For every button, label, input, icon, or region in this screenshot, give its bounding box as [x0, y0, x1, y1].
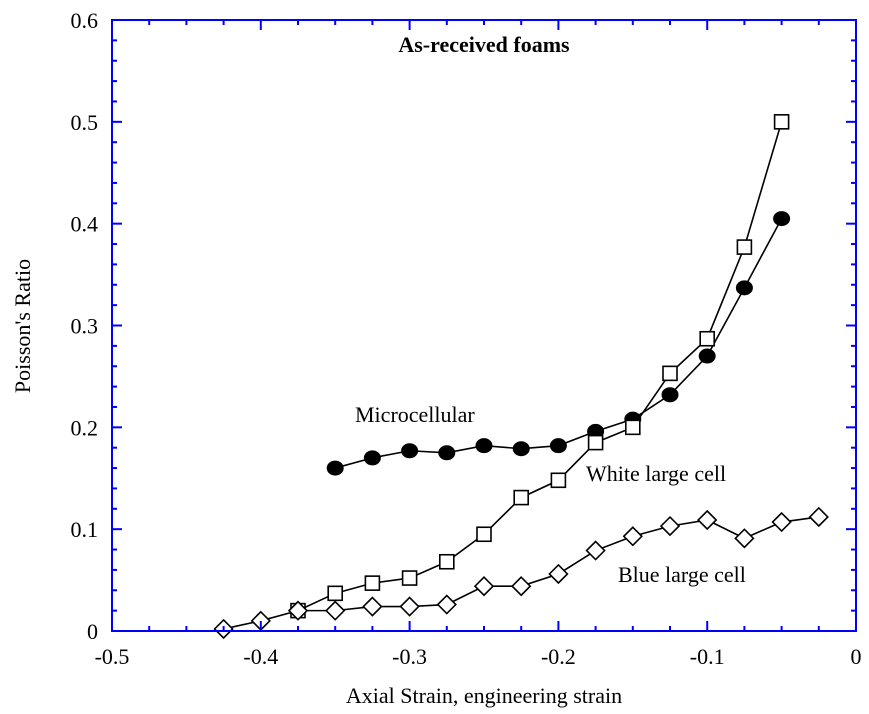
y-axis-label: Poisson's Ratio [10, 259, 35, 393]
y-tick-label: 0.3 [71, 314, 99, 339]
data-point-white-large-cell [476, 526, 492, 543]
data-point-blue-large-cell [362, 596, 383, 617]
data-point-white-large-cell [550, 472, 567, 489]
x-tick-label: -0.1 [690, 644, 725, 669]
series-markers [213, 114, 829, 640]
x-tick-label: 0 [851, 644, 862, 669]
data-point-blue-large-cell [511, 576, 532, 597]
data-point-blue-large-cell [473, 576, 495, 597]
data-point-blue-large-cell [622, 526, 643, 547]
data-point-white-large-cell [513, 489, 530, 506]
data-point-microcellular [475, 438, 493, 454]
data-point-microcellular [512, 441, 530, 457]
data-point-white-large-cell [364, 575, 381, 591]
data-point-microcellular [773, 211, 791, 227]
y-tick-label: 0.4 [71, 212, 99, 237]
axis-ticks [111, 19, 857, 632]
y-tick-label: 0.6 [71, 8, 99, 33]
data-point-microcellular [735, 280, 753, 296]
data-point-microcellular [549, 438, 567, 454]
data-point-microcellular [438, 445, 456, 461]
data-point-blue-large-cell [734, 528, 755, 549]
data-point-white-large-cell [624, 419, 641, 436]
data-point-white-large-cell [699, 330, 716, 347]
x-tick-label: -0.2 [541, 644, 576, 669]
data-point-blue-large-cell [436, 594, 457, 615]
annotation-microcellular: Microcellular [355, 402, 475, 427]
x-tick-label: -0.5 [95, 644, 130, 669]
data-point-white-large-cell [438, 553, 455, 570]
data-point-blue-large-cell [771, 511, 792, 533]
data-point-microcellular [661, 387, 679, 403]
annotation-white-large-cell: White large cell [586, 461, 726, 486]
data-point-blue-large-cell [659, 515, 681, 537]
x-tick-label: -0.3 [392, 644, 427, 669]
x-axis-label: Axial Strain, engineering strain [346, 683, 622, 708]
y-tick-label: 0 [87, 619, 98, 644]
data-point-white-large-cell [662, 365, 678, 382]
y-tick-label: 0.2 [71, 415, 99, 440]
data-point-blue-large-cell [585, 540, 606, 561]
data-point-blue-large-cell [697, 509, 718, 531]
chart-title: As-received foams [398, 32, 570, 57]
data-point-blue-large-cell [399, 596, 420, 617]
data-point-blue-large-cell [287, 600, 309, 621]
data-point-blue-large-cell [325, 600, 346, 621]
data-point-white-large-cell [327, 585, 344, 602]
data-point-white-large-cell [773, 114, 790, 130]
data-point-microcellular [698, 348, 716, 364]
annotation-blue-large-cell: Blue large cell [618, 562, 746, 587]
tick-labels: -0.5 -0.4 -0.3 -0.2 -0.1 0 0 0.1 0.2 0.3 0.4 0.5 0.6 [71, 8, 862, 669]
data-point-microcellular [401, 443, 419, 459]
y-tick-label: 0.1 [71, 517, 99, 542]
data-point-microcellular [363, 450, 381, 466]
data-point-white-large-cell [736, 239, 753, 255]
data-point-blue-large-cell [808, 506, 829, 528]
data-point-blue-large-cell [548, 563, 569, 585]
data-point-white-large-cell [401, 570, 418, 586]
y-tick-label: 0.5 [71, 110, 99, 135]
data-point-white-large-cell [587, 434, 604, 451]
data-point-microcellular [326, 460, 344, 476]
x-tick-label: -0.4 [243, 644, 278, 669]
